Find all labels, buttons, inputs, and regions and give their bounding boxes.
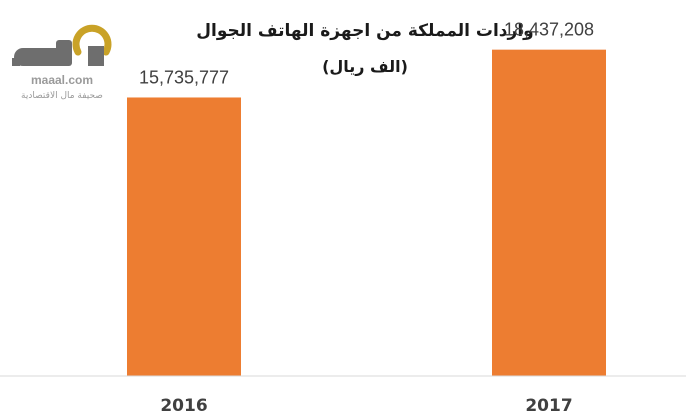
bar-2017 xyxy=(492,49,606,377)
x-tick-label-2017: 2017 xyxy=(525,396,572,416)
logo-tagline: صحيفة مال الاقتصادية xyxy=(21,91,103,101)
plot-area: 15,735,777 2016 18,437,208 2017 xyxy=(127,20,606,416)
chart-subtitle: (الف ريال) xyxy=(322,57,408,76)
logo-mark-icon xyxy=(12,24,112,66)
data-label-2016: 15,735,777 xyxy=(139,67,229,87)
bar-2016 xyxy=(127,97,241,376)
logo-wordmark: maaal.com xyxy=(31,73,93,87)
x-tick-label-2016: 2016 xyxy=(160,396,207,416)
chart-title: واردات المملكة من اجهزة الهاتف الجوال xyxy=(196,21,533,41)
data-label-2017: 18,437,208 xyxy=(504,20,594,40)
logo: maaal.com صحيفة مال الاقتصادية xyxy=(12,24,112,101)
